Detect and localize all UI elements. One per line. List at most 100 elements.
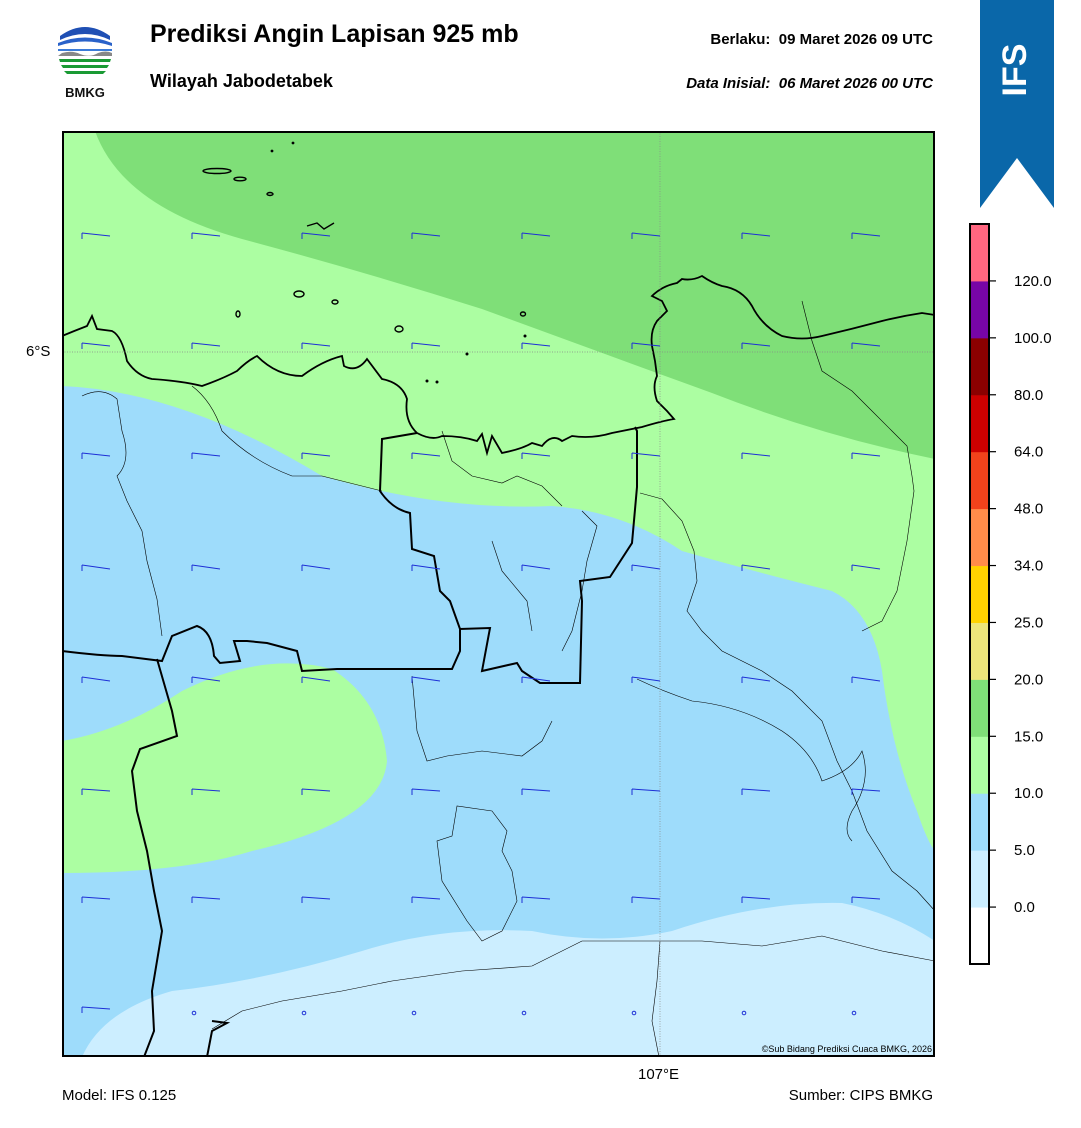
colorbar-swatch xyxy=(970,394,989,453)
initial-time: Data Inisial: 06 Maret 2026 00 UTC xyxy=(686,75,933,92)
wind-barb xyxy=(851,232,881,239)
colorbar-swatch xyxy=(970,508,989,567)
wind-barb xyxy=(631,896,661,903)
wind-barb xyxy=(741,676,771,683)
longitude-label: 107°E xyxy=(638,1066,680,1083)
island xyxy=(270,149,274,153)
wind-barb xyxy=(191,232,221,239)
wind-barbs xyxy=(81,232,881,1016)
initial-label: Data Inisial: xyxy=(686,75,771,92)
wind-barb xyxy=(191,452,221,459)
wind-barb xyxy=(301,564,331,571)
wind-barb xyxy=(81,232,111,239)
wind-barb xyxy=(851,788,881,795)
banner-text: IFS xyxy=(996,44,1034,97)
regency-boundary xyxy=(801,300,915,632)
province-boundary xyxy=(378,426,638,684)
wind-barb xyxy=(411,342,441,349)
regency-boundary xyxy=(651,940,661,1057)
colorbar-swatch xyxy=(970,850,989,908)
wind-barb xyxy=(411,232,441,239)
colorbar-frame xyxy=(969,223,990,965)
island xyxy=(465,352,469,356)
wind-barb xyxy=(631,232,661,239)
wind-barb xyxy=(191,788,221,795)
island xyxy=(331,299,339,305)
wind-barb xyxy=(191,564,221,571)
colorbar-swatch xyxy=(970,907,989,965)
wind-barb xyxy=(851,676,881,683)
wind-barb xyxy=(851,452,881,459)
wind-barb xyxy=(81,342,111,349)
wind-barb xyxy=(191,676,221,683)
initial-value: 06 Maret 2026 00 UTC xyxy=(778,75,933,92)
bmkg-logo: BMKG xyxy=(58,20,112,100)
regency-boundary xyxy=(81,391,163,637)
colorbar-swatch xyxy=(970,622,989,680)
island xyxy=(435,380,439,384)
colorbar-tick-label: 34.0 xyxy=(1014,558,1043,575)
wind-barb xyxy=(191,896,221,903)
model-banner: IFS xyxy=(980,0,1054,208)
wind-barb xyxy=(741,564,771,571)
colorbar-tick-label: 64.0 xyxy=(1014,444,1043,461)
wind-barb xyxy=(301,676,331,683)
wind-barb xyxy=(81,452,111,459)
colorbar-swatch xyxy=(970,451,989,510)
calm-wind-marker xyxy=(191,1010,197,1016)
island xyxy=(523,334,527,338)
wind-barb xyxy=(851,342,881,349)
wind-barb xyxy=(521,232,551,239)
coastline xyxy=(62,274,935,457)
colorbar-tick-label: 5.0 xyxy=(1014,842,1035,859)
wind-barb xyxy=(851,896,881,903)
wind-barb xyxy=(631,564,661,571)
calm-wind-marker xyxy=(741,1010,747,1016)
regency-boundary xyxy=(636,678,866,842)
wind-barb xyxy=(411,896,441,903)
colorbar-swatch xyxy=(970,679,989,737)
calm-wind-marker xyxy=(301,1010,307,1016)
wind-map: ©Sub Bidang Prediksi Cuaca BMKG, 2026 xyxy=(62,131,935,1057)
wind-barb xyxy=(81,788,111,795)
calm-wind-marker xyxy=(631,1010,637,1016)
colorbar-swatch xyxy=(970,280,989,339)
calm-wind-marker xyxy=(521,1010,527,1016)
wind-barb xyxy=(521,342,551,349)
wind-barb xyxy=(301,342,331,349)
latitude-label: 6°S xyxy=(26,343,51,360)
wind-barb xyxy=(411,676,441,683)
wind-barb xyxy=(411,564,441,571)
wind-barb xyxy=(521,676,551,683)
province-boundary xyxy=(206,1020,231,1057)
island xyxy=(306,222,335,230)
regency-boundary xyxy=(436,805,518,942)
province-boundary xyxy=(130,658,179,1057)
wind-barb xyxy=(301,788,331,795)
regency-boundary xyxy=(211,935,935,1030)
map-frame xyxy=(62,131,935,1057)
regency-boundary xyxy=(441,430,563,507)
banner-shape xyxy=(980,0,1054,208)
colorbar-tick-label: 25.0 xyxy=(1014,614,1043,631)
wind-barb xyxy=(521,452,551,459)
island xyxy=(235,310,241,318)
wind-barb xyxy=(741,896,771,903)
colorbar-swatch xyxy=(970,736,989,794)
colorbar-tick-label: 120.0 xyxy=(1014,273,1052,290)
colorbar-tick-label: 0.0 xyxy=(1014,899,1035,916)
colorbar-tick-label: 20.0 xyxy=(1014,671,1043,688)
wind-barb xyxy=(411,788,441,795)
colorbar-swatch xyxy=(970,565,989,623)
colorbar-swatch xyxy=(970,793,989,851)
colorbar-tick-label: 48.0 xyxy=(1014,501,1043,518)
valid-time: Berlaku: 09 Maret 2026 09 UTC xyxy=(710,31,933,48)
source-info: Sumber: CIPS BMKG xyxy=(788,1087,933,1104)
wind-barb xyxy=(741,788,771,795)
wind-barb xyxy=(631,788,661,795)
wind-barb xyxy=(81,564,111,571)
map-title: Prediksi Angin Lapisan 925 mb xyxy=(150,20,519,48)
valid-label: Berlaku: xyxy=(710,31,771,48)
wind-barb xyxy=(631,342,661,349)
wind-barb xyxy=(521,788,551,795)
